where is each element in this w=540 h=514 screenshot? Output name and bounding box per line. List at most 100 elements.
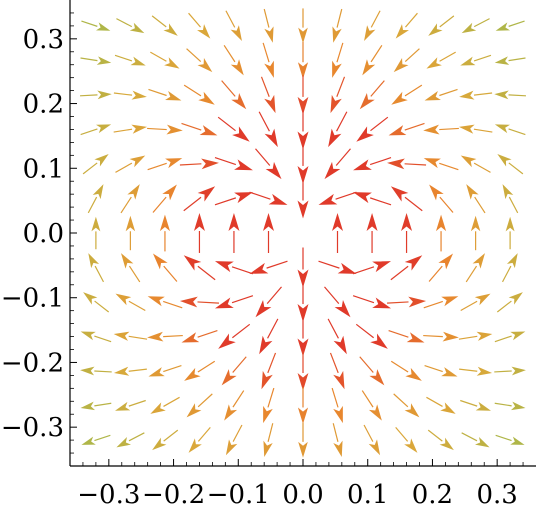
arrow-shaft — [501, 265, 512, 283]
arrow-shaft — [439, 88, 458, 97]
vector-arrow — [426, 396, 456, 414]
x-tick-label: −0.3 — [77, 480, 140, 510]
arrow-head — [129, 22, 145, 34]
vector-arrow — [181, 330, 218, 343]
arrow-head — [404, 438, 418, 453]
arrow-head — [404, 255, 423, 271]
arrow-head — [297, 165, 309, 184]
vector-arrow — [260, 76, 276, 114]
vector-arrow — [460, 54, 492, 66]
vector-arrow — [460, 155, 491, 173]
arrow-head — [230, 25, 242, 42]
arrow-head — [401, 213, 413, 232]
vector-arrow — [318, 191, 357, 205]
arrow-shaft — [152, 196, 167, 213]
arrow-head — [508, 292, 523, 305]
vector-arrow — [353, 157, 392, 171]
arrow-head — [221, 369, 237, 386]
arrow-head — [470, 215, 481, 232]
arrow-shaft — [327, 318, 339, 339]
vector-arrow — [297, 75, 309, 115]
arrow-shaft — [426, 396, 443, 407]
arrow-head — [214, 297, 234, 309]
arrow-head — [234, 192, 253, 204]
arrow-shaft — [423, 334, 443, 338]
arrow-shaft — [361, 390, 374, 408]
arrow-shaft — [214, 157, 237, 166]
arrow-shaft — [113, 128, 133, 133]
x-tick-label: 0.0 — [282, 480, 323, 510]
arrow-shaft — [390, 265, 409, 281]
arrow-head — [264, 26, 274, 43]
arrow-head — [97, 90, 112, 100]
arrow-shaft — [336, 42, 344, 63]
arrow-shaft — [495, 434, 512, 442]
arrow-head — [83, 292, 98, 305]
y-tick-label: −0.1 — [1, 284, 64, 314]
arrow-shaft — [461, 432, 478, 442]
vector-arrow — [188, 12, 211, 39]
vector-arrow — [459, 90, 493, 100]
vector-arrow — [80, 401, 112, 411]
vector-arrow — [298, 8, 308, 44]
arrow-shaft — [147, 127, 167, 131]
arrow-head — [337, 262, 357, 274]
arrow-shaft — [405, 12, 418, 28]
arrow-shaft — [231, 266, 254, 275]
vector-arrow — [427, 429, 454, 451]
arrow-shaft — [260, 76, 270, 97]
vector-arrow — [188, 427, 211, 453]
vector-arrow — [494, 366, 526, 376]
vector-arrow — [424, 364, 458, 377]
arrow-head — [395, 24, 409, 39]
arrow-shaft — [460, 300, 478, 312]
vector-arrow — [179, 296, 219, 308]
vector-arrow — [181, 122, 218, 136]
arrow-head — [181, 332, 200, 343]
vector-arrow — [147, 296, 183, 309]
vector-arrow — [494, 124, 526, 136]
arrow-head — [264, 94, 276, 114]
arrow-head — [408, 296, 427, 308]
arrow-head — [297, 373, 309, 391]
arrow-shaft — [370, 10, 381, 28]
vector-arrow — [88, 253, 105, 283]
arrow-head — [297, 131, 309, 150]
arrow-head — [438, 253, 454, 270]
vector-arrow — [501, 253, 518, 283]
vector-arrow — [495, 434, 525, 445]
arrow-shaft — [163, 364, 182, 373]
arrow-head — [298, 441, 308, 458]
arrow-shaft — [318, 260, 340, 269]
arrow-shaft — [494, 335, 512, 343]
arrow-head — [369, 369, 385, 386]
vector-arrow — [225, 10, 242, 42]
arrow-head — [198, 91, 215, 105]
arrow-shaft — [128, 368, 147, 372]
arrow-head — [333, 335, 347, 355]
arrow-head — [297, 407, 309, 425]
vector-arrow — [324, 286, 351, 318]
vector-arrow — [87, 184, 104, 214]
arrow-shaft — [163, 300, 183, 309]
vector-arrow — [298, 422, 308, 458]
arrow-shaft — [150, 51, 167, 62]
arrow-shaft — [439, 51, 456, 62]
vector-arrow — [424, 88, 458, 101]
arrow-head — [393, 58, 409, 73]
arrow-shaft — [232, 356, 247, 373]
arrow-head — [372, 297, 392, 309]
arrow-head — [441, 296, 459, 307]
x-tick-label: −0.2 — [142, 480, 205, 510]
arrow-shaft — [249, 191, 271, 200]
arrow-shaft — [223, 45, 236, 63]
arrow-head — [184, 367, 201, 381]
vector-arrow — [179, 158, 219, 170]
vector-arrow — [362, 45, 383, 76]
arrow-shaft — [151, 15, 167, 28]
vector-arrow — [147, 158, 183, 171]
vector-arrow — [429, 184, 454, 213]
arrow-head — [333, 440, 343, 457]
arrow-shaft — [116, 18, 133, 28]
arrow-head — [113, 366, 130, 376]
